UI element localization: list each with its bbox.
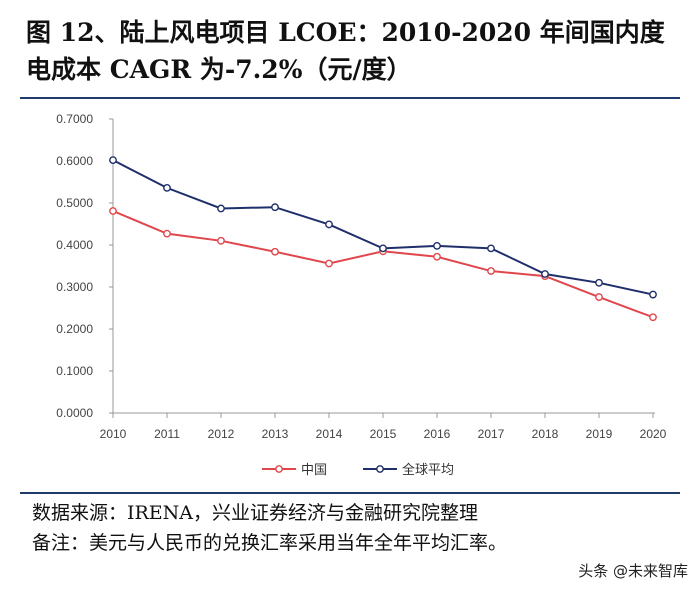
x-tick-label: 2019 [586, 427, 613, 441]
x-tick-label: 2014 [316, 427, 343, 441]
data-point [487, 267, 495, 275]
data-point [163, 229, 171, 238]
x-tick-label: 2018 [532, 427, 559, 441]
top-divider [20, 97, 680, 99]
y-tick-label: 0.2000 [56, 322, 93, 336]
legend-marker [275, 465, 283, 473]
data-point [433, 241, 441, 250]
x-tick-label: 2015 [370, 427, 397, 441]
x-tick-label: 2017 [478, 427, 505, 441]
y-axis: 0.0000 0.1000 0.2000 0.3000 0.4000 0.5000 0.60… [56, 112, 114, 420]
data-point [217, 204, 225, 213]
data-point [271, 203, 279, 212]
remark-note: 备注：美元与人民币的兑换汇率采用当年全年平均汇率。 [32, 532, 508, 554]
chart-title-line1: 图 12、陆上风电项目 LCOE：2010-2020 年间国内度 [26, 18, 665, 47]
chart-title-line2: 电成本 CAGR 为-7.2%（元/度） [26, 55, 412, 84]
chart-title: 图 12、陆上风电项目 LCOE：2010-2020 年间国内度 电成本 CAG… [26, 14, 676, 88]
data-point [595, 278, 603, 287]
legend: 中国 全球平均 [262, 462, 454, 477]
data-point [541, 270, 549, 278]
series-line-china [112, 210, 654, 319]
legend-marker [376, 465, 384, 473]
y-tick-label: 0.4000 [56, 238, 93, 252]
legend-label: 全球平均 [402, 462, 454, 477]
data-point [271, 247, 279, 256]
data-point [487, 244, 495, 253]
y-tick-label: 0.1000 [56, 364, 93, 378]
x-tick-label: 2013 [262, 427, 289, 441]
data-point [649, 313, 657, 322]
x-tick-label: 2011 [154, 427, 180, 441]
data-point [217, 236, 225, 245]
data-point [433, 252, 441, 261]
data-point [325, 259, 333, 268]
x-axis: 2010 2011 2012 2013 2014 2015 2016 2017 2018 2019… [100, 412, 667, 441]
source-note: 数据来源：IRENA，兴业证券经济与金融研究院整理 [32, 502, 479, 524]
watermark-text: 头条 @未来智库 [578, 562, 688, 580]
legend-label: 中国 [301, 462, 327, 477]
y-tick-label: 0.6000 [56, 154, 93, 168]
x-tick-label: 2012 [208, 427, 235, 441]
data-point [109, 156, 117, 165]
data-point [163, 183, 171, 192]
line-chart: 0.0000 0.1000 0.2000 0.3000 0.4000 0.5000 0.60… [56, 112, 667, 477]
y-tick-label: 0.5000 [56, 196, 93, 210]
series-lines [109, 156, 657, 322]
series-line-global [112, 159, 654, 296]
y-tick-label: 0.3000 [56, 280, 93, 294]
watermark: 头条 @未来智库 [578, 560, 688, 581]
data-point [325, 220, 333, 229]
x-tick-label: 2020 [640, 427, 667, 441]
y-tick-label: 0.0000 [56, 406, 93, 420]
data-point [379, 244, 387, 253]
y-tick-label: 0.7000 [56, 112, 93, 126]
x-tick-label: 2010 [100, 427, 127, 441]
bottom-divider [20, 492, 680, 494]
data-point [595, 293, 603, 301]
data-point [649, 290, 657, 299]
data-point [109, 207, 117, 215]
x-tick-label: 2016 [424, 427, 451, 441]
